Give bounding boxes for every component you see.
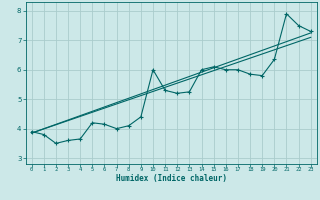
X-axis label: Humidex (Indice chaleur): Humidex (Indice chaleur) — [116, 174, 227, 183]
